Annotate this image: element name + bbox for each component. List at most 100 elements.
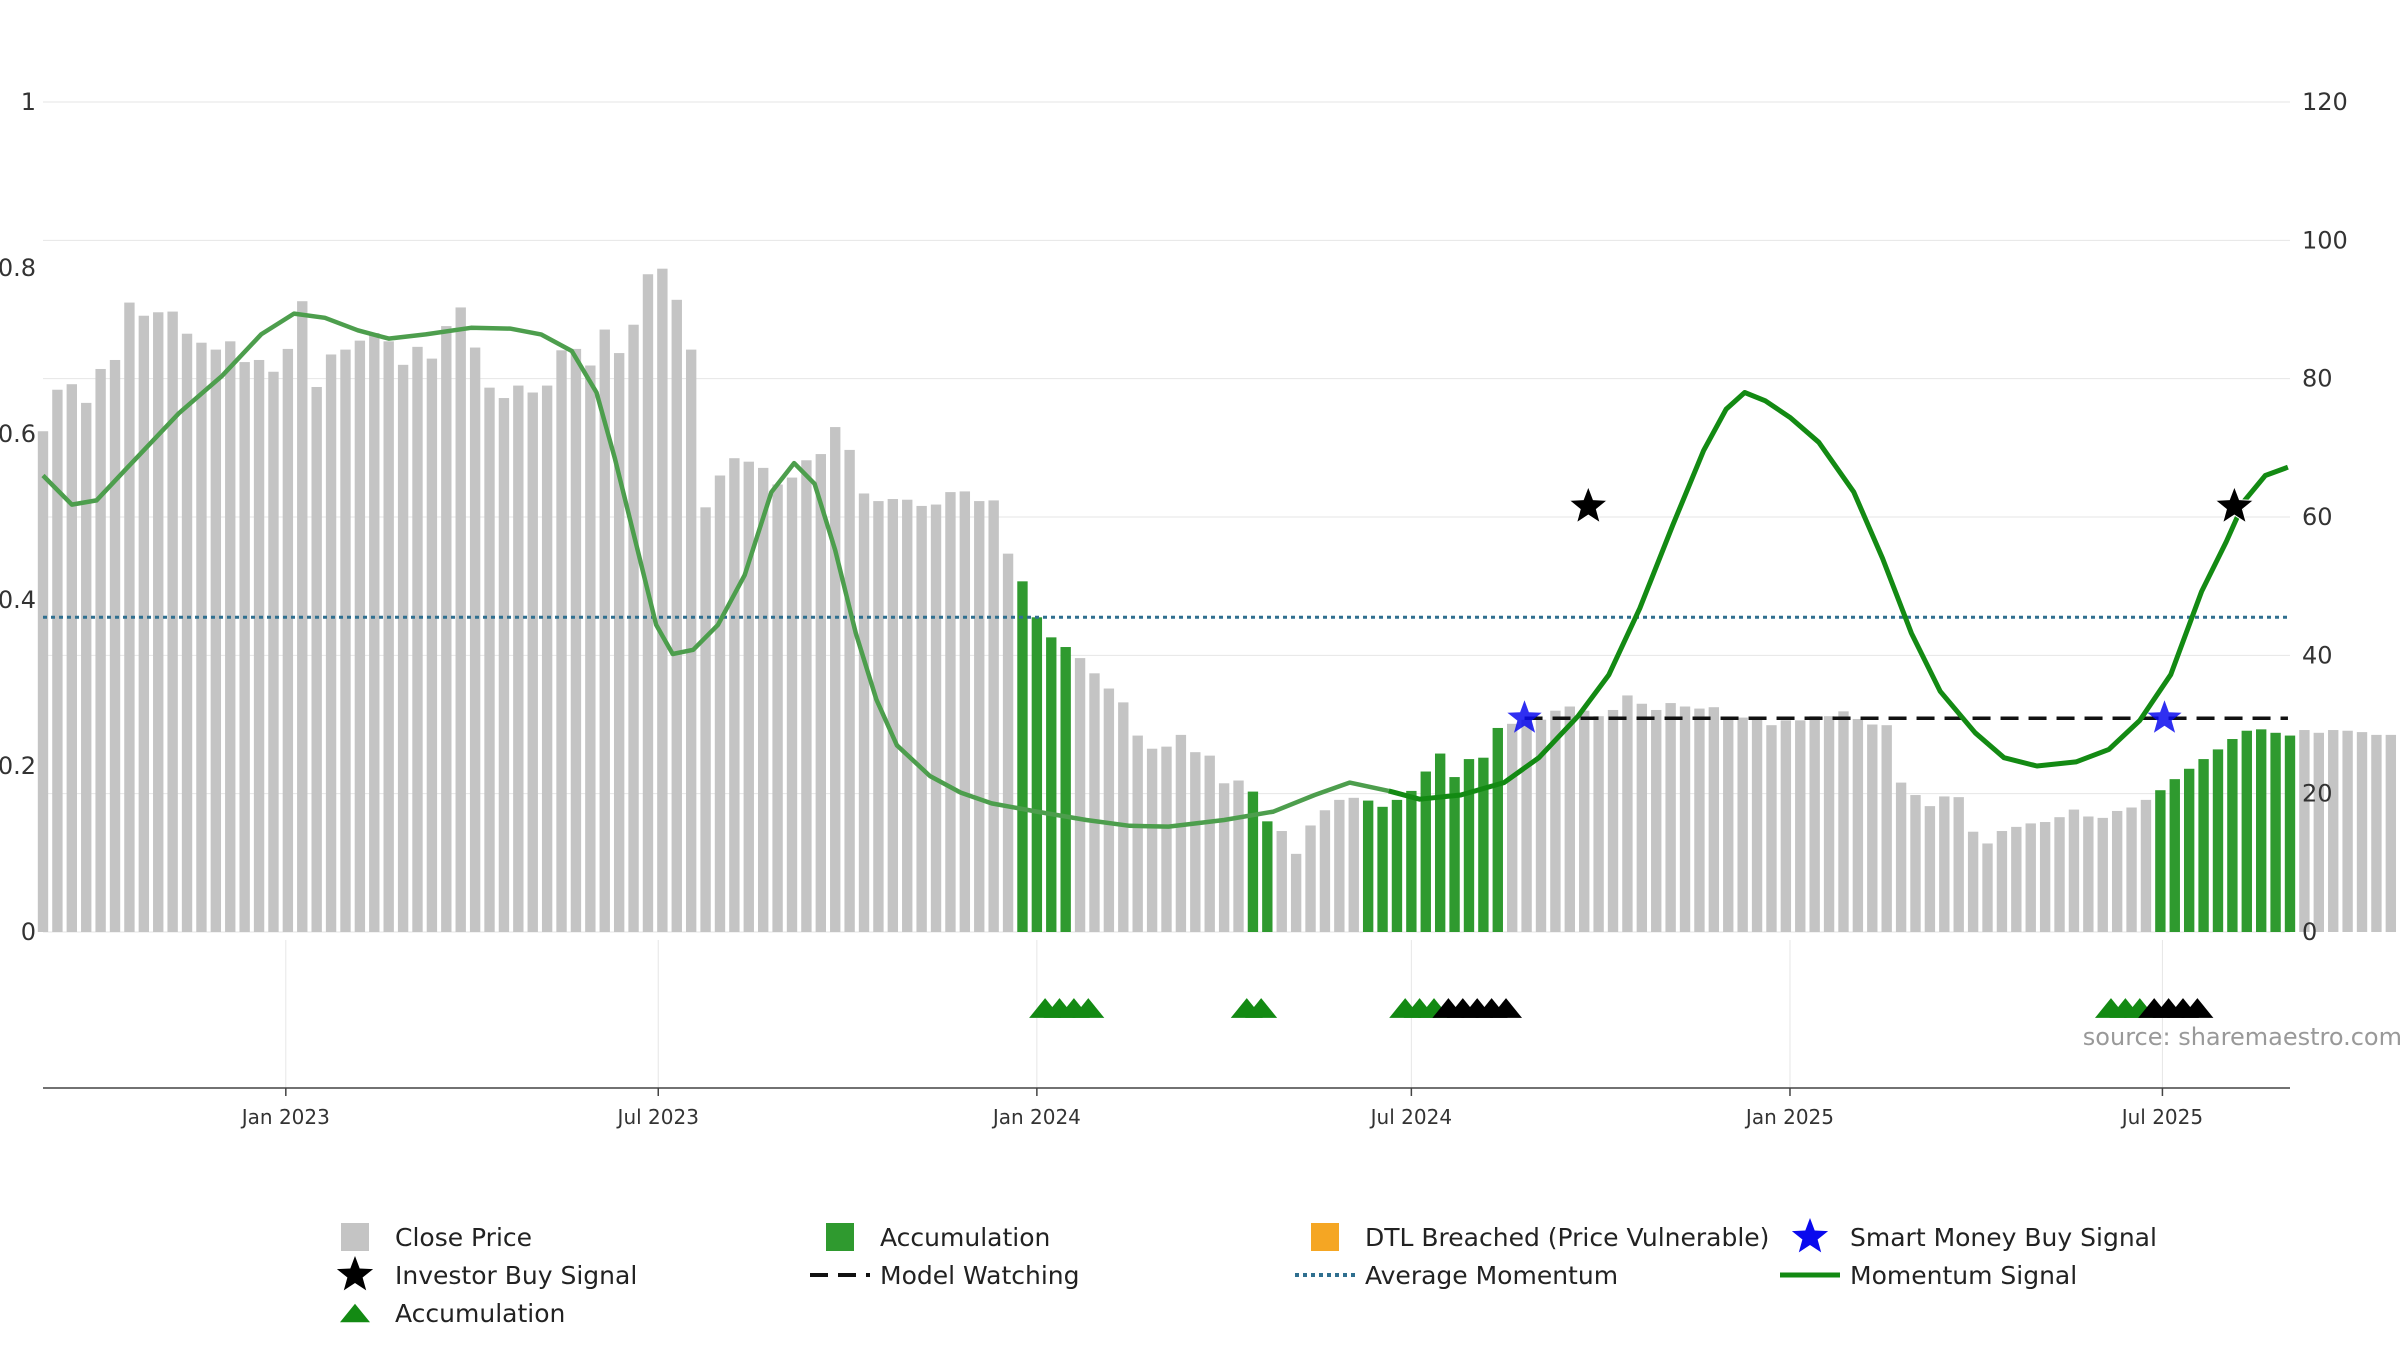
close-price-bar <box>2068 809 2080 932</box>
smart-money-star <box>2147 700 2182 733</box>
close-price-bar <box>613 353 625 933</box>
accumulation-bar <box>1377 806 1388 932</box>
black-triangle <box>1490 998 1523 1018</box>
close-price-bar <box>685 349 697 932</box>
accumulation-bar <box>1262 821 1273 932</box>
close-price-bar <box>1521 719 1532 932</box>
close-price-bar <box>1953 797 1964 933</box>
close-price-bar <box>974 501 985 932</box>
close-price-bar <box>714 475 726 932</box>
close-price-bar <box>124 302 135 933</box>
legend-label: Accumulation <box>880 1223 1050 1252</box>
close-price-bar <box>844 449 855 932</box>
accumulation-bar <box>2284 735 2296 932</box>
legend-swatch <box>1311 1223 1339 1251</box>
legend-layer: Close Price Accumulation DTL Breached (Pri… <box>336 1218 2157 1328</box>
accumulation-bar <box>2212 749 2224 932</box>
close-price-bar <box>916 505 927 932</box>
close-price-bar <box>1276 831 1287 932</box>
close-price-bar <box>815 454 826 932</box>
right-axis-tick-label: 80 <box>2302 365 2333 393</box>
close-price-bar <box>397 364 409 933</box>
close-price-bar <box>253 359 265 932</box>
close-price-bar <box>556 350 567 932</box>
close-price-bar <box>1636 703 1648 932</box>
close-price-bar <box>1103 688 1115 932</box>
close-price-bar <box>282 348 294 932</box>
close-price-bar <box>2328 730 2339 932</box>
close-price-bar <box>1679 706 1691 932</box>
close-price-bar <box>426 358 438 932</box>
x-axis-tick-label: Jan 2025 <box>1744 1105 1834 1129</box>
investor-buy-star <box>2214 485 2255 524</box>
legend-label: Close Price <box>395 1223 532 1252</box>
close-price-bar <box>1982 843 1993 932</box>
close-price-bar <box>153 312 164 932</box>
close-price-bar <box>225 341 236 932</box>
accumulation-triangle <box>1245 998 1278 1018</box>
close-price-bar <box>181 333 193 933</box>
accumulation-bar <box>2155 790 2166 932</box>
accumulation-bar <box>1420 771 1431 932</box>
close-price-bar <box>1823 716 1835 932</box>
close-price-bar <box>1852 718 1864 932</box>
close-price-bar <box>887 499 899 932</box>
close-price-bar <box>858 493 870 932</box>
close-price-bar <box>1348 797 1359 932</box>
close-price-bar <box>1622 695 1633 932</box>
accumulation-bar <box>1247 791 1259 932</box>
close-price-bar <box>95 368 106 933</box>
close-price-bar <box>1290 853 1302 932</box>
close-price-bar <box>2054 817 2065 932</box>
left-axis-tick-label: 0.8 <box>0 254 36 282</box>
accumulation-bar <box>1463 759 1475 932</box>
close-price-bar <box>498 398 510 932</box>
accumulation-triangle <box>1072 998 1105 1018</box>
left-axis-tick-label: 0.6 <box>0 420 36 448</box>
close-price-bar <box>729 458 740 932</box>
close-price-bar <box>772 484 783 932</box>
close-price-bar <box>2039 822 2051 932</box>
close-price-bar <box>1996 831 2008 932</box>
close-price-bar <box>527 392 538 932</box>
close-price-bar <box>945 492 956 932</box>
left-axis-tick-label: 0.2 <box>0 752 36 780</box>
accumulation-bar <box>1391 799 1403 932</box>
close-price-bar <box>1895 782 1907 932</box>
close-price-bar <box>585 365 596 932</box>
close-price-bar <box>52 389 63 933</box>
close-price-bar <box>541 385 553 933</box>
close-price-bar <box>873 501 884 932</box>
accumulation-bar <box>1478 757 1489 932</box>
close-price-bar <box>1593 716 1604 932</box>
legend-label: DTL Breached (Price Vulnerable) <box>1365 1223 1769 1252</box>
legend-label: Average Momentum <box>1365 1261 1618 1290</box>
right-axis-tick-label: 60 <box>2302 503 2333 531</box>
close-price-bar <box>2356 732 2368 932</box>
accumulation-bar <box>2241 730 2252 932</box>
accumulation-bar <box>1017 581 1028 932</box>
close-price-bar <box>1550 710 1561 932</box>
close-price-bar <box>1319 810 1331 932</box>
close-price-bar <box>1132 735 1143 932</box>
legend-label: Momentum Signal <box>1850 1261 2077 1290</box>
close-price-bar <box>1564 706 1575 932</box>
legend-swatch <box>341 1223 369 1251</box>
accumulation-bar <box>1031 617 1043 932</box>
close-price-bar <box>2385 734 2397 933</box>
momentum-signal-line-early <box>41 311 1390 829</box>
close-price-bar <box>657 268 668 932</box>
close-price-bar <box>1651 709 1662 932</box>
close-price-bar <box>2342 730 2353 932</box>
close-price-bar <box>570 348 582 932</box>
close-price-bar <box>1233 780 1244 932</box>
close-price-bar <box>66 384 77 932</box>
close-price-bar <box>325 354 337 933</box>
close-price-bar <box>513 385 524 933</box>
close-price-bar <box>2140 799 2152 932</box>
close-price-bar <box>1204 755 1215 933</box>
close-price-bar <box>1723 716 1734 932</box>
legend-swatch <box>826 1223 854 1251</box>
